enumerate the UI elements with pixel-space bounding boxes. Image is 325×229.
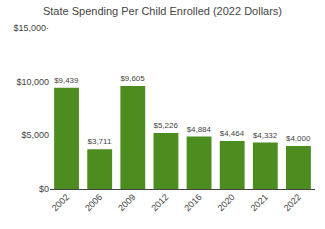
svg-text:$4,464: $4,464 [220,129,245,138]
svg-text:$5,226: $5,226 [154,121,179,130]
svg-text:2009: 2009 [116,192,137,213]
svg-text:2016: 2016 [182,192,203,213]
svg-text:$15,000·: $15,000· [13,23,49,33]
svg-text:2020: 2020 [216,192,237,213]
svg-text:$5,000: $5,000 [21,130,49,140]
svg-text:$9,439: $9,439 [54,76,79,85]
svg-text:2021: 2021 [249,192,270,213]
svg-text:$0: $0 [39,184,49,194]
svg-text:2006: 2006 [83,192,104,213]
svg-text:$10,000: $10,000 [16,77,49,87]
svg-text:$4,000: $4,000 [286,134,311,143]
svg-text:2022: 2022 [282,192,303,213]
svg-text:$4,884: $4,884 [187,125,212,134]
svg-text:State Spending Per Child Enrol: State Spending Per Child Enrolled (2022 … [43,5,282,17]
svg-text:$9,605: $9,605 [120,74,145,83]
svg-text:2012: 2012 [149,192,170,213]
svg-text:2002: 2002 [50,192,71,213]
svg-text:$3,711: $3,711 [87,137,111,146]
svg-text:$4,332: $4,332 [253,131,278,140]
